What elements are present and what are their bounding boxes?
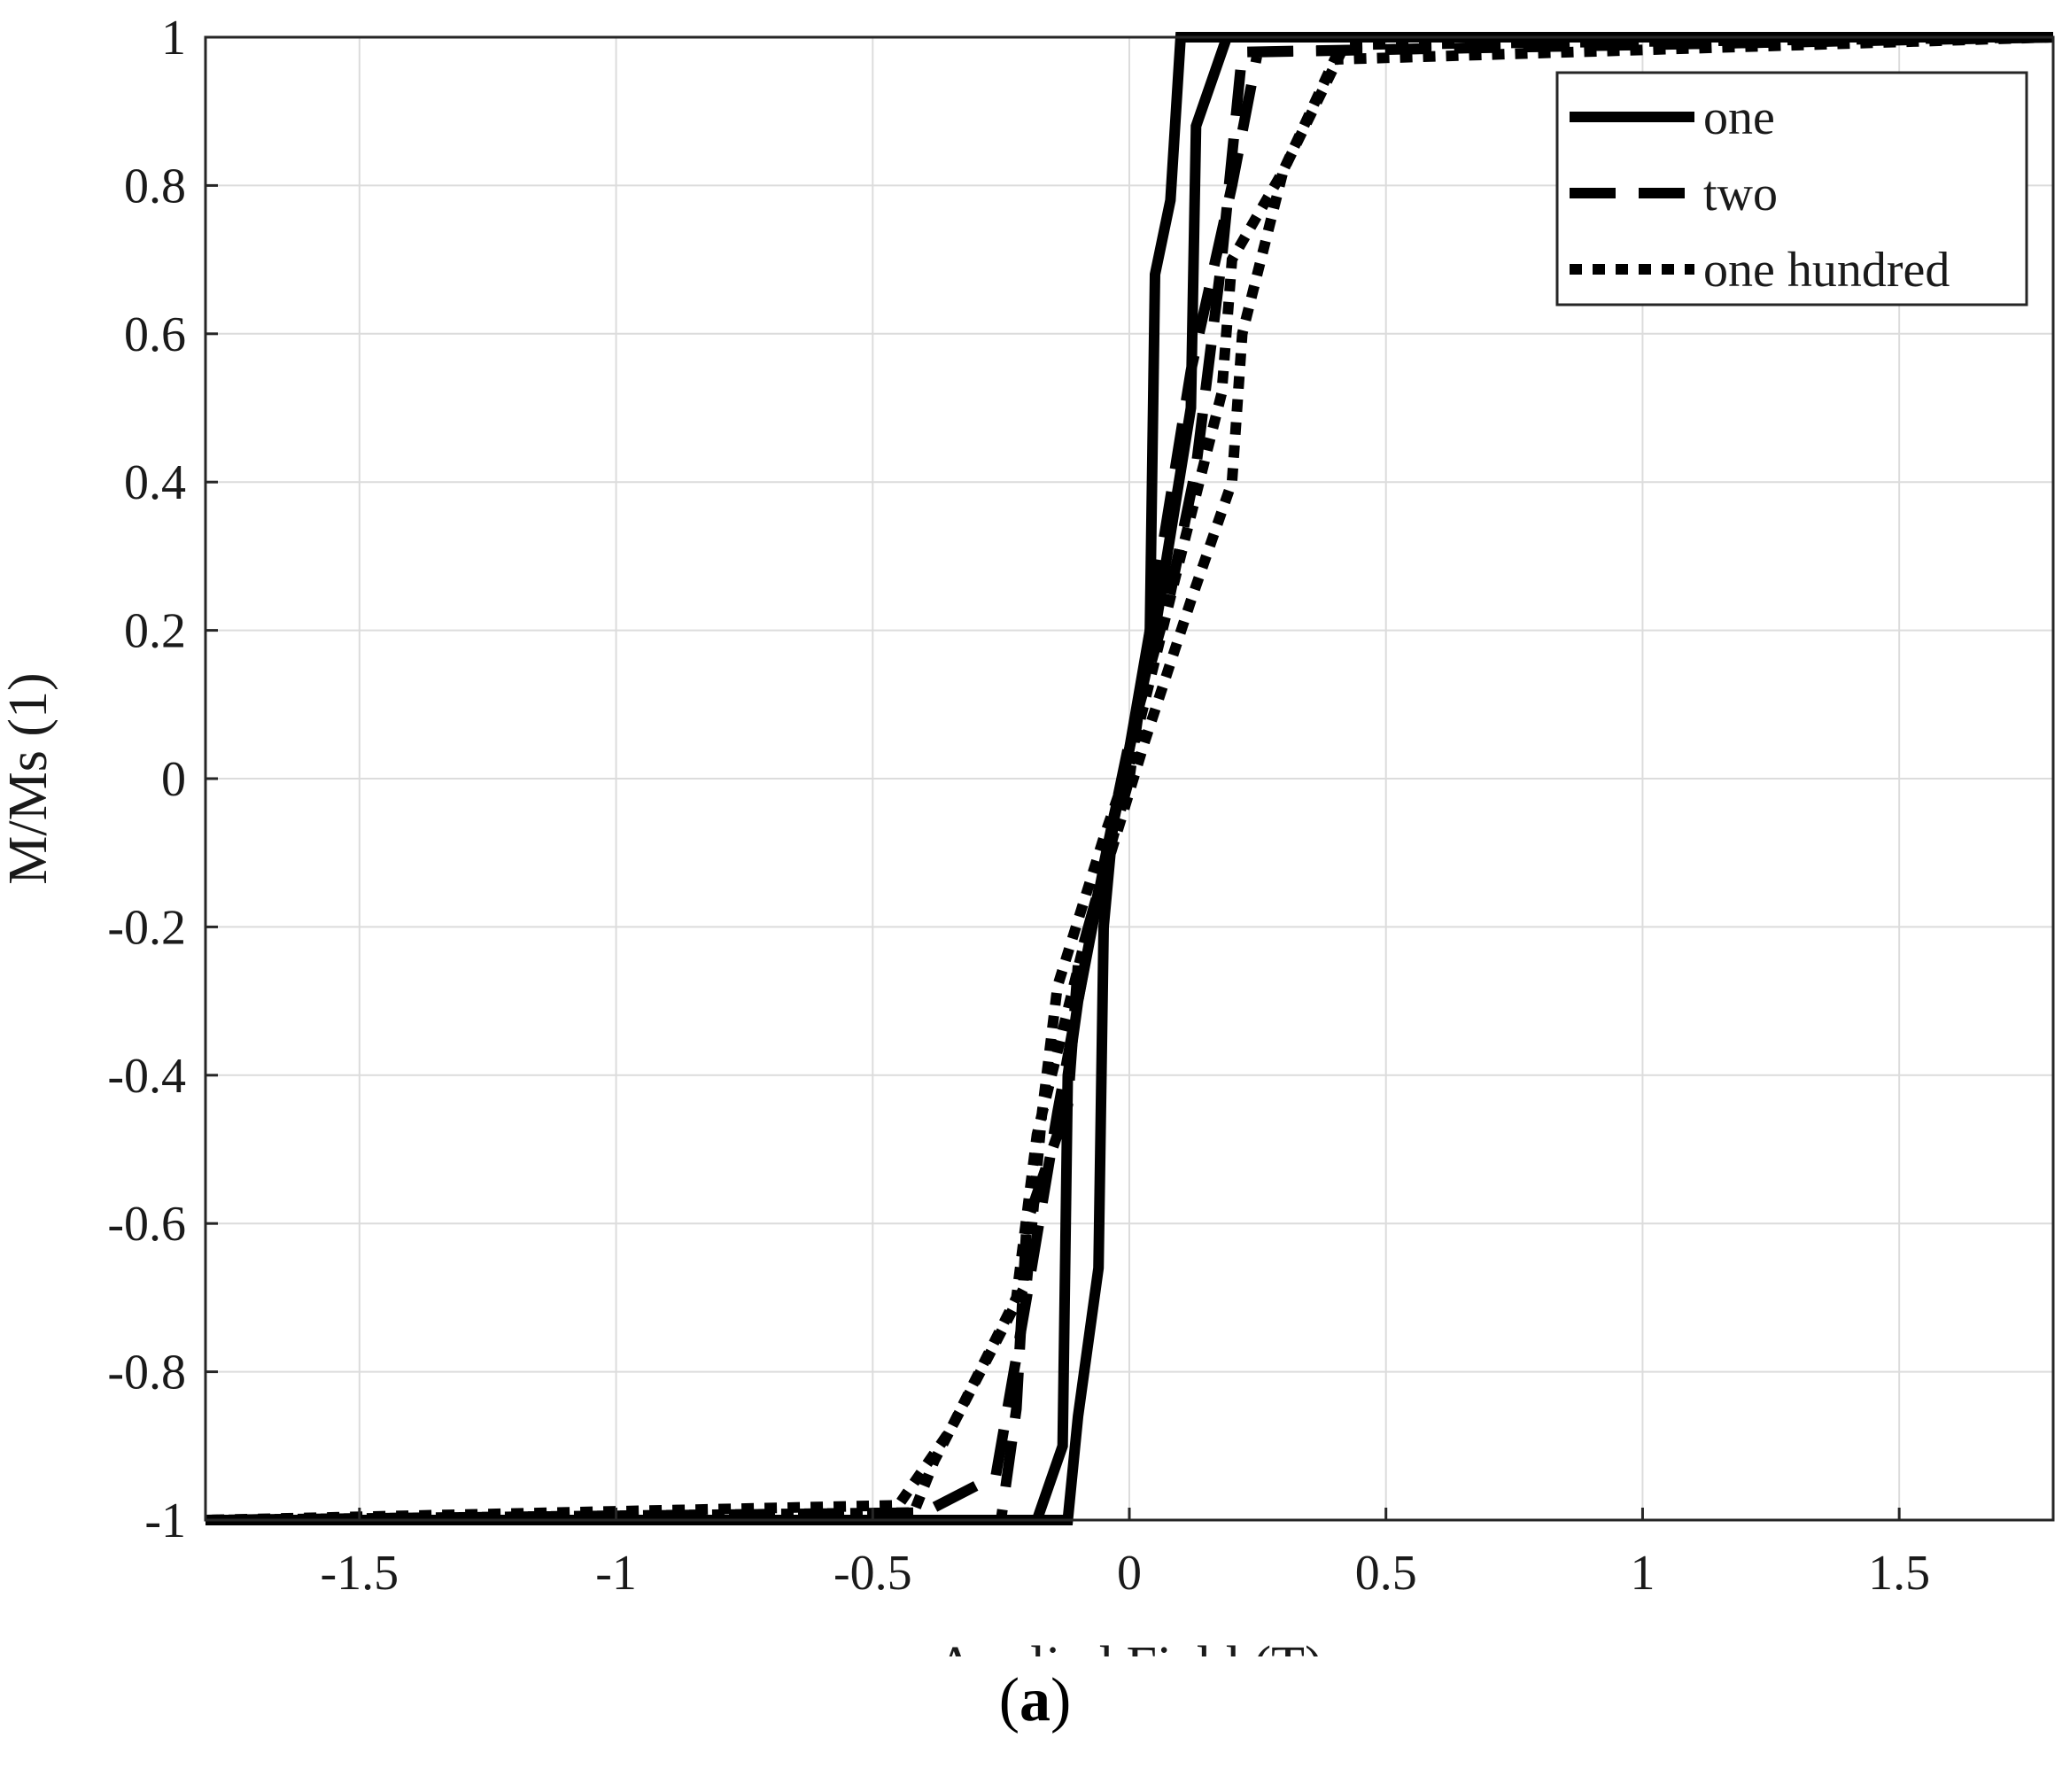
hysteresis-chart: -1-0.8-0.6-0.4-0.200.20.40.60.81 -1.5 -1-… bbox=[0, 11, 2055, 1656]
legend: one two one hundred bbox=[1555, 71, 2028, 306]
x-tick-label: -0.5 bbox=[833, 1546, 912, 1601]
y-tick-label: 0.6 bbox=[124, 307, 186, 362]
panel-label-letter: a bbox=[1019, 1666, 1051, 1734]
legend-label-one-hundred: one hundred bbox=[1703, 243, 1950, 298]
y-tick-label: 1 bbox=[161, 11, 186, 66]
y-tick-label: -1 bbox=[144, 1493, 186, 1548]
series-two-descending-line bbox=[205, 32, 2054, 1525]
x-tick-label: 1 bbox=[1630, 1546, 1655, 1601]
y-tick-label: 0.2 bbox=[124, 604, 186, 659]
series-layer bbox=[205, 32, 2054, 1525]
y-tick-label: 0.4 bbox=[124, 455, 186, 510]
legend-label-one: one bbox=[1703, 90, 1775, 145]
legend-box bbox=[1555, 71, 2028, 306]
y-tick-label: 0.8 bbox=[124, 159, 186, 213]
x-axis-label: Applied Field (T) bbox=[935, 1636, 1322, 1656]
x-tick-label: -1.5 bbox=[321, 1546, 399, 1601]
series-one-hundred-descending-line bbox=[205, 32, 2054, 1525]
panel-label-open: ( bbox=[998, 1666, 1019, 1734]
x-tick-label: 1.5 bbox=[1868, 1546, 1930, 1601]
x-tick-label: 0.5 bbox=[1355, 1546, 1417, 1601]
y-tick-label: -0.6 bbox=[107, 1197, 186, 1252]
y-tick-label: -0.2 bbox=[107, 900, 186, 955]
y-tick-labels: -1 -0.8 -0.6 -0.4 -0.2 0 0.2 0.4 0.6 0.8 1 bbox=[107, 11, 218, 1548]
legend-label-two: two bbox=[1703, 167, 1778, 221]
x-tick-label: 0 bbox=[1117, 1546, 1142, 1601]
panel-label: (a) bbox=[0, 1665, 2070, 1736]
y-axis-label: M/Ms (1) bbox=[0, 672, 58, 884]
x-tick-labels: -1.5 -1 -0.5 0 0.5 1 1.5 bbox=[321, 1508, 1930, 1601]
y-tick-label: -0.4 bbox=[107, 1049, 186, 1104]
y-tick-label: -0.8 bbox=[107, 1346, 186, 1400]
panel-label-close: ) bbox=[1051, 1666, 1072, 1734]
y-tick-label: 0 bbox=[161, 752, 186, 807]
series-one-descending-line bbox=[205, 32, 2053, 1525]
x-tick-label: -1 bbox=[595, 1546, 637, 1601]
